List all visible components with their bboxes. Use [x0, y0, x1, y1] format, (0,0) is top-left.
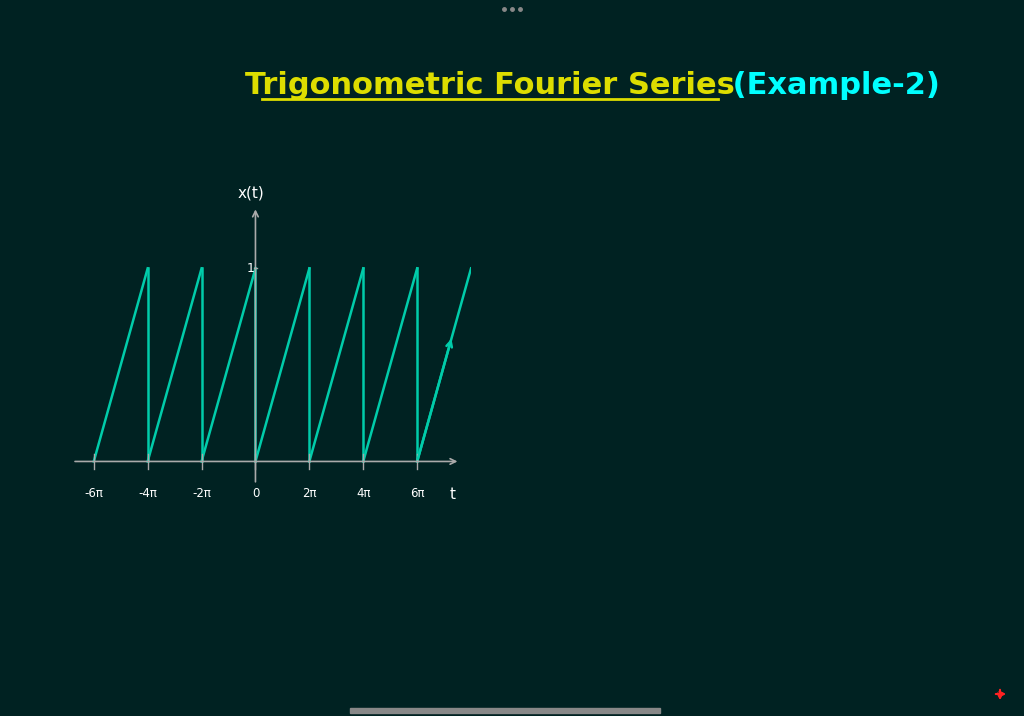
Text: -2π: -2π [193, 487, 211, 500]
Text: -6π: -6π [84, 487, 103, 500]
Text: 2π: 2π [302, 487, 316, 500]
Text: 6π: 6π [410, 487, 424, 500]
Text: (Example-2): (Example-2) [722, 72, 940, 100]
Text: -4π: -4π [138, 487, 157, 500]
Bar [350, 708, 660, 713]
Text: 1: 1 [247, 262, 255, 275]
Text: x(t): x(t) [238, 185, 264, 200]
Text: 4π: 4π [356, 487, 371, 500]
Text: t: t [450, 487, 456, 502]
Text: 0: 0 [252, 487, 259, 500]
Text: Trigonometric Fourier Series: Trigonometric Fourier Series [245, 72, 735, 100]
